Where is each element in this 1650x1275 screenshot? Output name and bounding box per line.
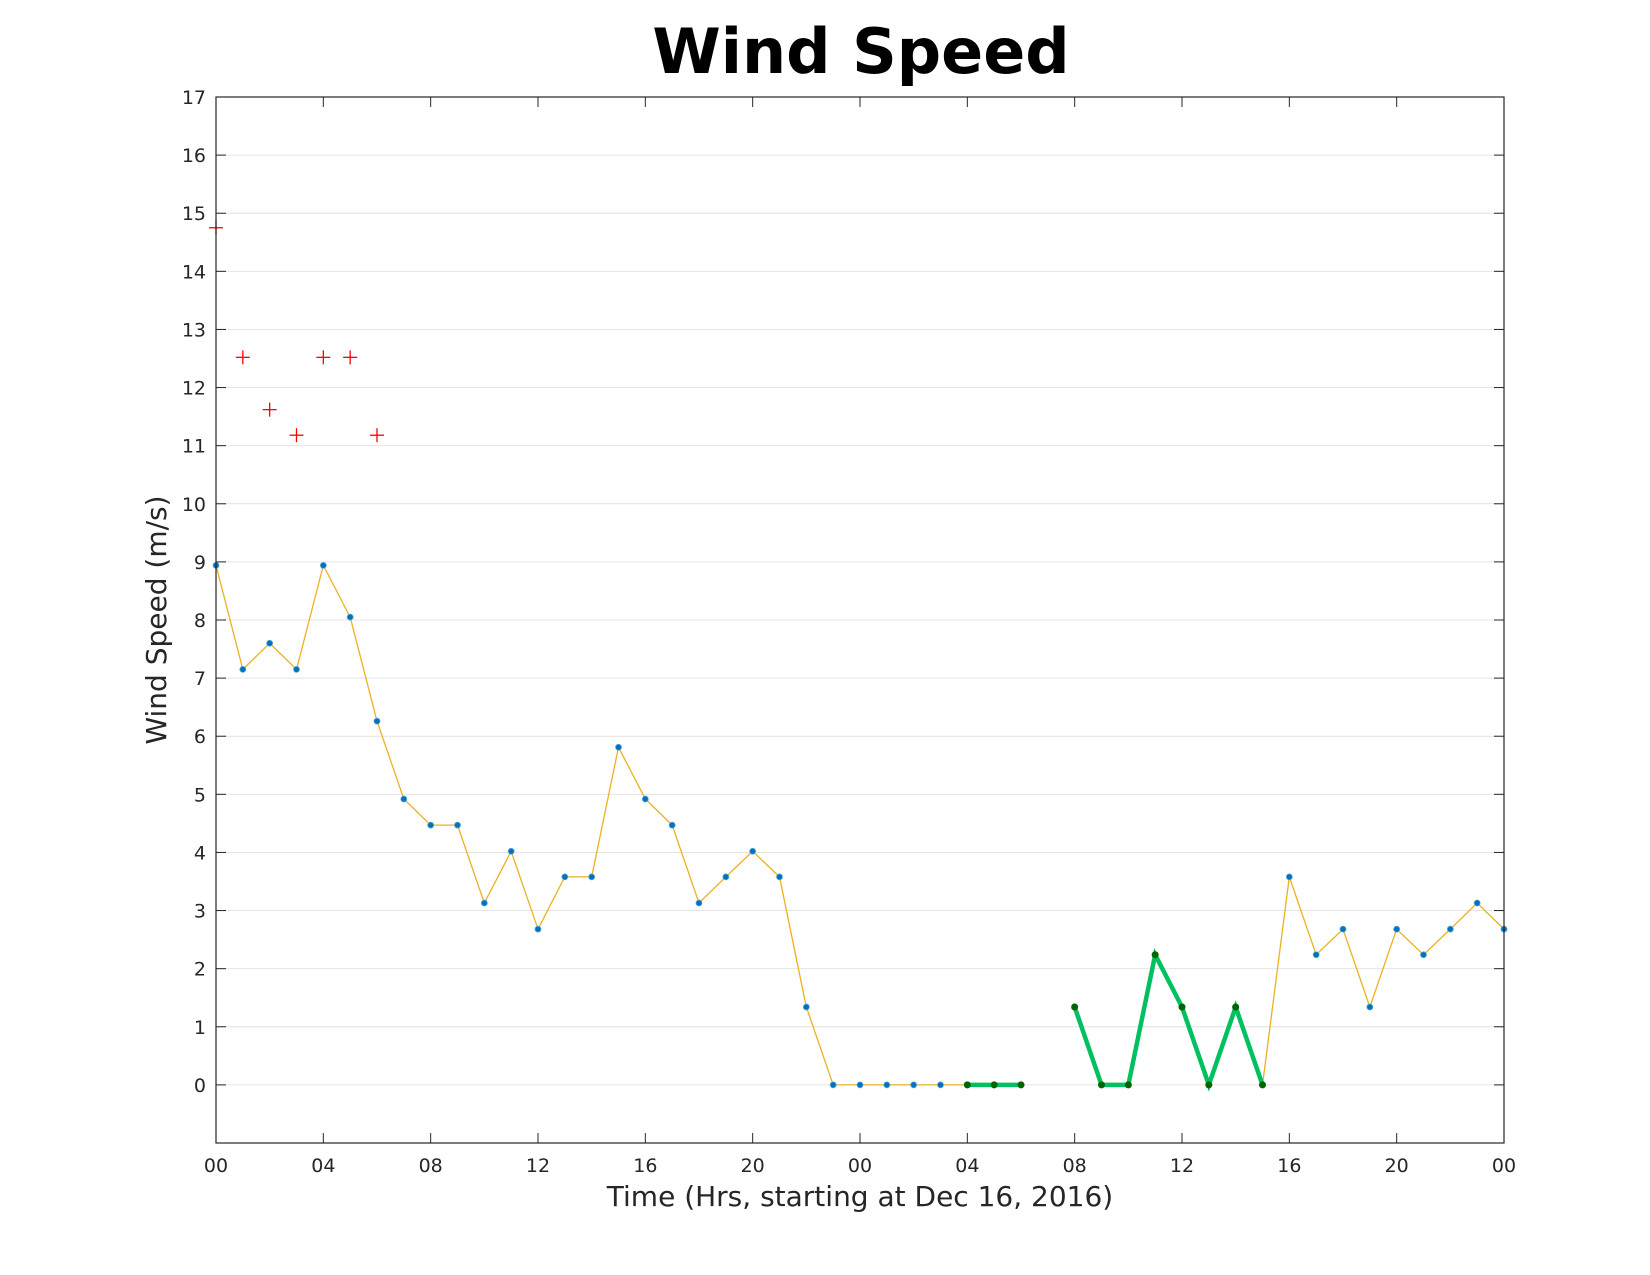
highlight-point — [1071, 1003, 1079, 1011]
y-tick-label: 2 — [194, 959, 206, 981]
highlight-point — [1017, 1081, 1025, 1089]
y-tick-label: 6 — [194, 726, 206, 748]
highlight-point — [1205, 1081, 1213, 1089]
gust-point — [316, 350, 331, 365]
highlight-point — [1178, 1003, 1186, 1011]
y-tick-label: 3 — [194, 901, 206, 923]
highlight-point — [1232, 1003, 1240, 1011]
wind-speed-point — [1339, 925, 1347, 933]
wind-speed-point — [641, 795, 649, 803]
y-tick-label: 5 — [194, 784, 206, 806]
wind-speed-point — [561, 873, 569, 881]
wind-speed-point — [400, 795, 408, 803]
gust-point — [235, 350, 250, 365]
wind-speed-point — [1285, 873, 1293, 881]
highlight-line — [1072, 948, 1265, 1092]
y-tick-label: 13 — [182, 319, 206, 341]
x-tick-label: 08 — [1063, 1155, 1087, 1177]
wind-speed-point — [454, 821, 461, 829]
wind-speed-point — [749, 847, 757, 855]
wind-speed-point — [1366, 1003, 1374, 1011]
wind-speed-point — [856, 1081, 864, 1089]
wind-speed-point — [427, 821, 435, 829]
wind-speed-point — [373, 717, 381, 725]
gust-point — [370, 428, 384, 443]
wind-speed-point — [802, 1003, 810, 1011]
wind-speed-point — [615, 743, 622, 751]
y-tick-label: 16 — [182, 145, 206, 167]
x-tick-label: 00 — [204, 1155, 228, 1177]
wind-speed-line — [1074, 876, 1505, 1087]
wind-speed-point — [695, 899, 703, 907]
y-tick-label: 7 — [194, 668, 206, 690]
wind-speed-point — [1312, 951, 1320, 959]
wind-speed-line — [215, 563, 1021, 1086]
wind-speed-point — [1420, 951, 1427, 959]
x-tick-label: 20 — [741, 1155, 765, 1177]
plot-series — [209, 220, 1508, 1092]
wind-speed-point — [319, 561, 327, 569]
y-tick-label: 9 — [194, 552, 206, 574]
gust-point — [289, 428, 304, 443]
wind-speed-point — [910, 1081, 918, 1089]
wind-speed-point — [239, 665, 247, 673]
x-tick-label: 12 — [526, 1155, 550, 1177]
wind-speed-point — [829, 1081, 837, 1089]
wind-speed-point — [293, 665, 300, 673]
grid-lines — [216, 96, 1504, 1086]
highlight-point — [1098, 1081, 1105, 1089]
gust-point — [262, 402, 277, 417]
wind-speed-point — [668, 821, 676, 829]
x-tick-label: 12 — [1170, 1155, 1194, 1177]
wind-speed-point — [346, 613, 354, 621]
x-tick-label: 00 — [848, 1155, 872, 1177]
wind-speed-point — [1446, 925, 1454, 933]
wind-speed-point — [776, 873, 783, 881]
wind-speed-point — [883, 1081, 891, 1089]
y-tick-label: 0 — [194, 1075, 206, 1097]
x-axis-label: Time (Hrs, starting at Dec 16, 2016) — [606, 1180, 1113, 1213]
x-tick-label: 20 — [1385, 1155, 1409, 1177]
y-tick-label: 15 — [182, 203, 206, 225]
wind-speed-point — [266, 639, 274, 647]
x-tick-label: 04 — [311, 1155, 335, 1177]
highlight-point — [1259, 1081, 1266, 1089]
x-tick-label: 04 — [955, 1155, 979, 1177]
x-tick-label: 16 — [633, 1155, 657, 1177]
y-axis-label: Wind Speed (m/s) — [140, 495, 173, 744]
y-tick-label: 12 — [182, 378, 206, 400]
highlight-point — [990, 1081, 998, 1089]
wind-speed-point — [480, 899, 488, 907]
wind-speed-point — [1393, 925, 1401, 933]
x-tick-label: 16 — [1277, 1155, 1301, 1177]
y-tick-label: 17 — [182, 87, 206, 109]
y-tick-label: 14 — [182, 261, 206, 283]
wind-speed-point — [722, 873, 730, 881]
y-tick-label: 10 — [182, 494, 206, 516]
wind-speed-point — [937, 1081, 944, 1089]
x-tick-label: 08 — [419, 1155, 443, 1177]
highlight-point — [963, 1081, 971, 1089]
chart-title: Wind Speed — [652, 15, 1069, 88]
wind-speed-point — [1473, 899, 1481, 907]
gust-point — [343, 350, 358, 365]
y-tick-label: 8 — [194, 610, 206, 632]
y-tick-label: 1 — [194, 1017, 206, 1039]
highlight-point — [1124, 1081, 1132, 1089]
x-tick-label: 00 — [1492, 1155, 1516, 1177]
y-tick-label: 11 — [182, 436, 206, 458]
wind-speed-point — [588, 873, 596, 881]
wind-speed-point — [507, 847, 515, 855]
wind-speed-point — [534, 925, 542, 933]
highlight-point — [1151, 951, 1159, 959]
y-tick-label: 4 — [194, 842, 206, 864]
